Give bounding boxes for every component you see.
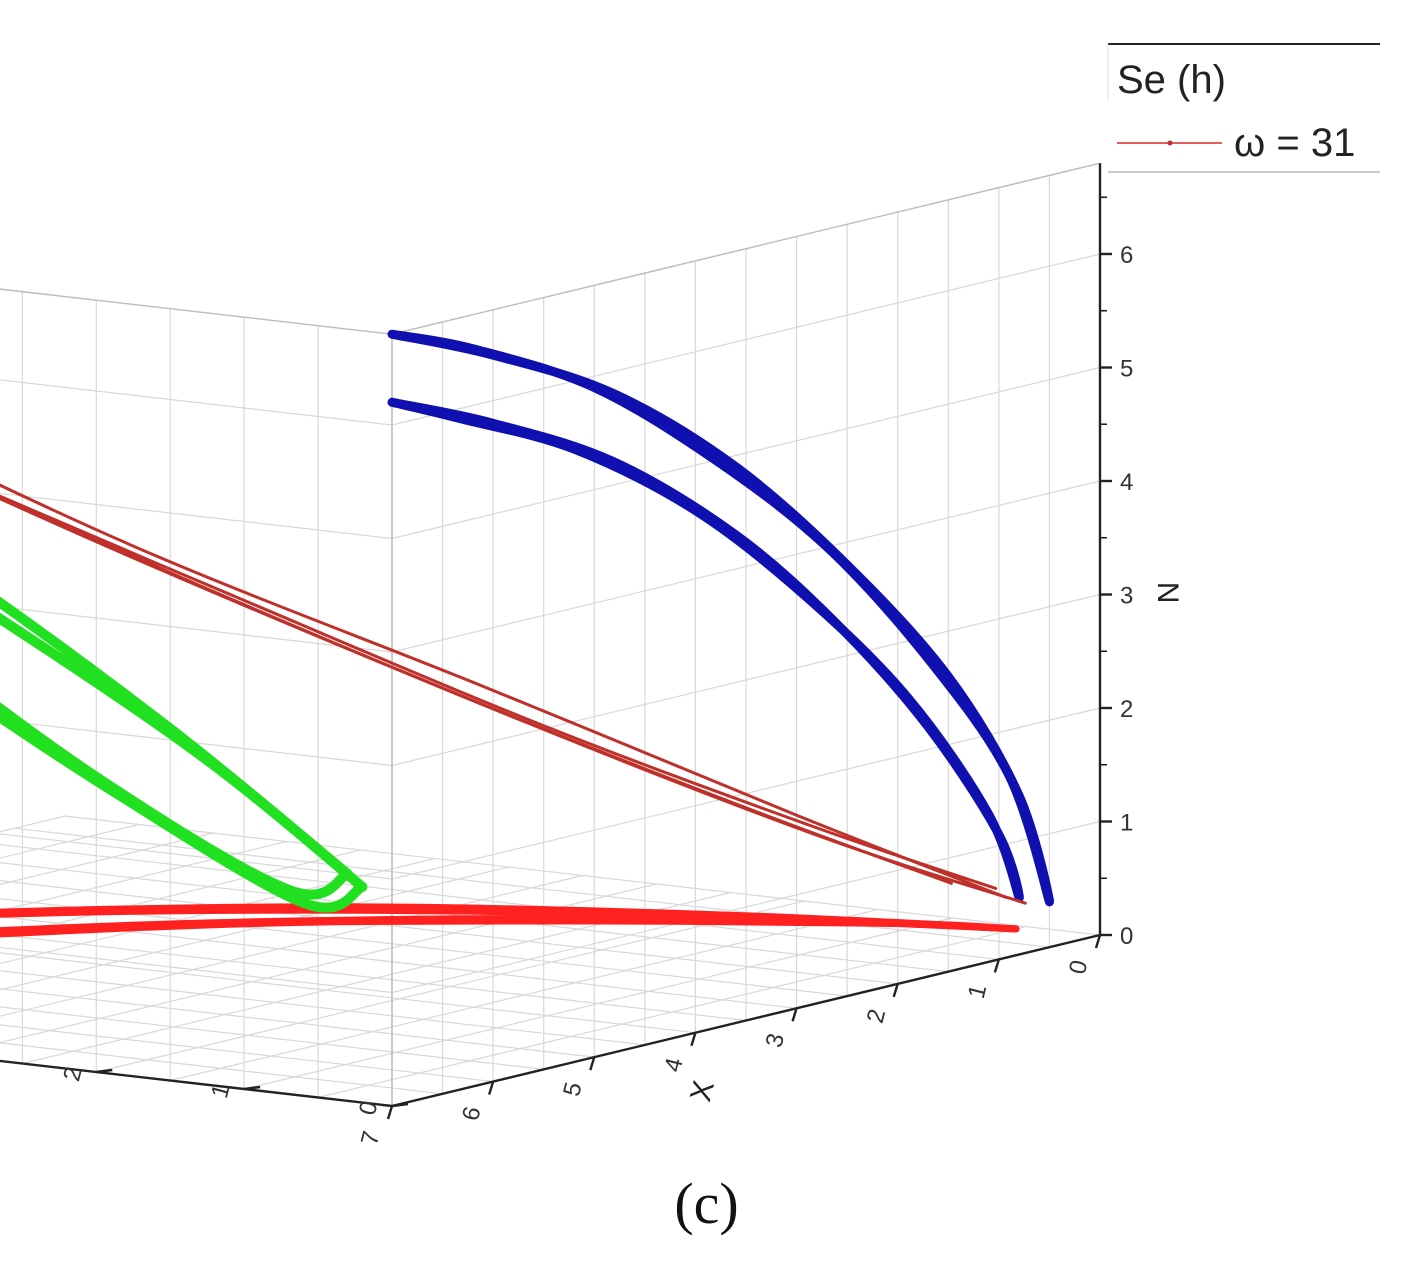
x-tick-mark [386, 1105, 394, 1120]
data-layer [0, 329, 1054, 938]
xy-projection-loop [0, 906, 1020, 938]
wall-top-edge [391, 162, 1101, 335]
wall-xz-gridline-horizontal [391, 480, 1101, 653]
wall-yz-gridline-horizontal [0, 1060, 393, 1107]
wall-xz-gridline-horizontal [391, 820, 1101, 994]
legend-swatch-marker [1167, 140, 1173, 146]
z-tick-label: 0 [1120, 923, 1133, 950]
x-tick-mark [487, 1081, 495, 1095]
y-tick-label: 2 [58, 1064, 88, 1084]
floor-gridline-y [0, 866, 509, 991]
z-tick-label: 3 [1120, 583, 1133, 610]
x-tick-mark [690, 1032, 697, 1047]
x-tick-mark [589, 1056, 596, 1071]
wall-xz-gridline-horizontal [391, 593, 1101, 767]
x-axis-title: X [684, 1077, 721, 1104]
y-tick-label: 1 [206, 1081, 236, 1101]
x-tick-label: 2 [862, 1006, 891, 1025]
x-tick-mark [993, 959, 1001, 973]
x-tick-label: 0 [1064, 957, 1093, 976]
y-tick-mark [243, 1085, 261, 1091]
x-axis-line [391, 933, 1101, 1108]
x-tick-label: 6 [457, 1104, 486, 1123]
figure-caption: (c) [674, 1171, 739, 1236]
wall-yz-gridline-horizontal [0, 492, 393, 540]
legend-entry-label: ω = 31 [1234, 121, 1355, 165]
legend-title: Se (h) [1117, 58, 1226, 102]
floor-gridline-x [0, 952, 696, 1034]
wall-yz-gridline-horizontal [0, 379, 393, 426]
x-tick-label: 4 [659, 1055, 688, 1074]
axis-layer [0, 163, 1112, 1120]
floor-gridline-x [0, 1042, 443, 1095]
xz-projection-loop [387, 397, 1024, 903]
x-tick-label: 5 [558, 1080, 587, 1099]
floor-gridline-x [0, 970, 645, 1046]
wall-top-edge [0, 288, 393, 335]
floor-gridline-y [0, 857, 435, 965]
floor-gridline-x [0, 1060, 393, 1107]
wall-yz-gridline-horizontal [0, 606, 393, 653]
y-axis-line [0, 1059, 393, 1108]
z-tick-label: 5 [1120, 356, 1133, 383]
z-axis-title: N [1151, 582, 1184, 604]
floor-gridline-y [0, 874, 583, 1017]
floor-gridline-x [0, 1024, 494, 1083]
x-tick-label: 3 [761, 1031, 790, 1050]
wall-xz-gridline-horizontal [391, 366, 1101, 540]
floor-gridline-y [0, 840, 287, 912]
yz-projection-loop [0, 612, 368, 913]
floor-gridline-x [0, 988, 595, 1058]
x-tick-label: 1 [963, 982, 992, 1001]
z-tick-label: 4 [1120, 469, 1133, 496]
floor-gridline-y [0, 823, 140, 859]
wall-yz-gridline-horizontal [0, 946, 393, 994]
z-tick-label: 6 [1120, 242, 1133, 269]
trajectory-loop [0, 494, 1027, 905]
xz-projection-loop [387, 329, 1054, 907]
yz-projection-loop [0, 596, 353, 900]
z-tick-label: 1 [1120, 810, 1133, 837]
wall-xz-gridline-horizontal [391, 253, 1101, 426]
tick-label-layer: 0123456N01234567X01234567Y [58, 242, 1184, 1148]
x-tick-mark [791, 1007, 798, 1022]
grid-layer [0, 162, 1101, 1107]
wall-yz-gridline-horizontal [0, 719, 393, 767]
floor-gridline-y [0, 832, 213, 886]
floor-gridline-x [0, 843, 999, 961]
y-tick-label: 0 [354, 1098, 384, 1118]
x-tick-mark [1094, 934, 1102, 949]
floor-gridline-x [0, 1006, 544, 1070]
y-tick-mark [96, 1068, 113, 1074]
x-tick-label: 7 [356, 1128, 385, 1147]
x-tick-mark [892, 983, 899, 998]
legend: Se (h) ω = 31 [1107, 43, 1380, 173]
y-tick-mark [391, 1102, 409, 1108]
z-tick-label: 2 [1120, 696, 1133, 723]
